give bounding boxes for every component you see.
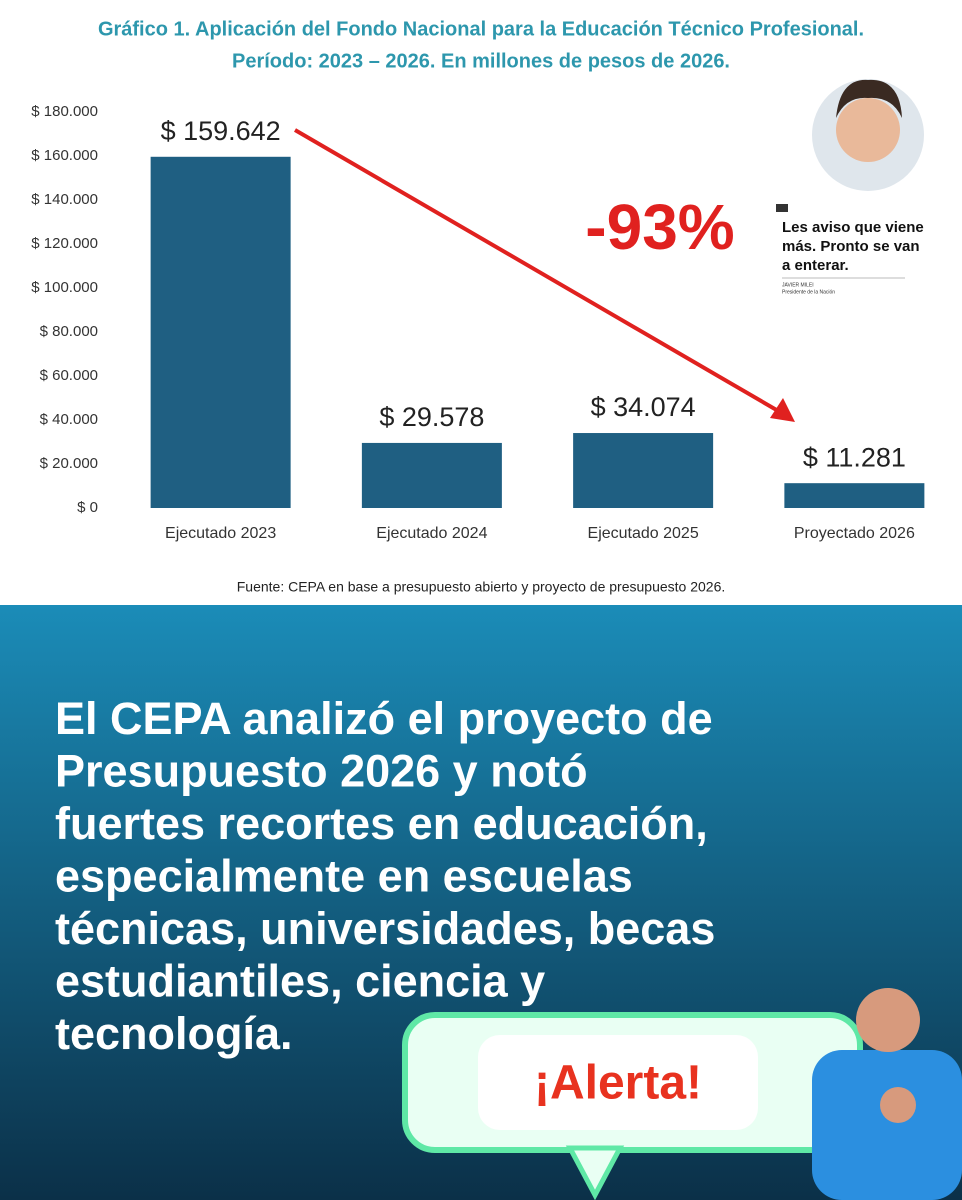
bar	[361, 442, 502, 508]
bar	[784, 483, 925, 508]
x-tick-label: Ejecutado 2025	[588, 525, 699, 542]
y-tick-label: $ 140.000	[31, 191, 98, 208]
value-label: $ 34.074	[591, 392, 696, 422]
body-line: Presupuesto 2026 y notó	[55, 745, 588, 796]
portrait-face	[836, 98, 900, 162]
chart: $ 0 $ 20.000 $ 40.000 $ 60.000 $ 80.000 $ 100…	[31, 103, 925, 542]
y-tick-label: $ 0	[77, 499, 98, 516]
y-tick-label: $ 120.000	[31, 235, 98, 252]
alert-text: ¡Alerta!	[534, 1057, 702, 1110]
y-tick-label: $ 60.000	[40, 367, 98, 384]
person-body	[812, 1050, 962, 1200]
quote-icon	[776, 204, 788, 212]
quote: Les aviso que viene más. Pronto se van a e…	[782, 219, 924, 295]
quote-line: Les aviso que viene	[782, 219, 924, 236]
bar	[150, 156, 291, 508]
chart-background	[0, 0, 962, 605]
body-line: especialmente en escuelas	[55, 850, 633, 901]
y-tick-label: $ 40.000	[40, 411, 98, 428]
alert-inner	[478, 1035, 758, 1130]
source: Fuente: CEPA en base a presupuesto abier…	[237, 579, 726, 595]
person-head	[856, 988, 920, 1052]
y-tick-label: $ 80.000	[40, 323, 98, 340]
x-tick-label: Proyectado 2026	[794, 525, 915, 542]
arrow-head	[770, 398, 795, 422]
x-tick-label: Ejecutado 2023	[165, 525, 276, 542]
body-line: estudiantiles, ciencia y	[55, 955, 545, 1006]
body-line: El CEPA analizó el proyecto de	[55, 693, 713, 744]
chart-title: Gráfico 1. Aplicación del Fondo Nacional…	[98, 18, 864, 40]
chart-subtitle: Período: 2023 – 2026. En millones de pes…	[232, 50, 730, 72]
quote-role: Presidente de la Nación	[782, 289, 835, 295]
quote-box	[766, 200, 960, 300]
alert-tail	[565, 1145, 625, 1200]
trend-arrow	[293, 128, 782, 414]
value-label: $ 159.642	[161, 116, 281, 146]
value-label: $ 11.281	[803, 442, 906, 472]
quote-author: JAVIER MILEI	[782, 282, 814, 288]
quote-line: a enterar.	[782, 257, 849, 274]
body-line: fuertes recortes en educación,	[55, 798, 708, 849]
portrait-hair	[836, 79, 902, 118]
value-label: $ 29.578	[379, 402, 484, 432]
body-text: El CEPA analizó el proyecto dePresupuest…	[55, 693, 715, 1059]
y-tick-label: $ 20.000	[40, 455, 98, 472]
person-thumb	[880, 1087, 916, 1123]
body-line: técnicas, universidades, becas	[55, 903, 715, 954]
y-tick-label: $ 160.000	[31, 147, 98, 164]
annotation: -93%	[585, 191, 734, 263]
x-tick-label: Ejecutado 2024	[376, 525, 487, 542]
body-line: tecnología.	[55, 1008, 293, 1059]
y-tick-label: $ 180.000	[31, 103, 98, 120]
bar	[573, 433, 714, 508]
quote-line: más. Pronto se van	[782, 238, 920, 255]
y-tick-label: $ 100.000	[31, 279, 98, 296]
